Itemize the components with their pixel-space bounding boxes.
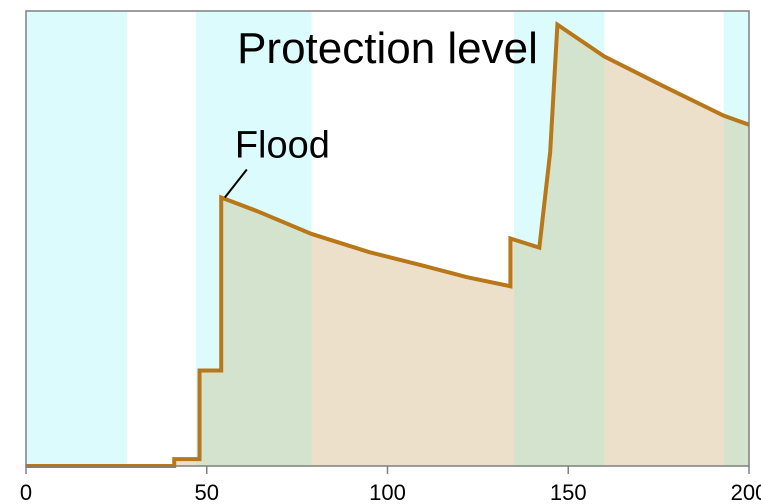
x-tick-label-50: 50	[195, 480, 219, 504]
area-fill-period-3	[514, 24, 605, 466]
area-fill-period-2	[195, 197, 312, 466]
x-tick-label-200: 200	[731, 480, 761, 504]
x-tick-label-0: 0	[20, 480, 32, 504]
annotation-layer: Flood	[224, 125, 330, 199]
area-fill-period-4	[723, 115, 749, 466]
x-tick-label-100: 100	[369, 480, 406, 504]
annotation-flood: Flood	[235, 125, 330, 167]
series-line	[26, 21, 750, 468]
series-line-layer	[26, 21, 750, 468]
area-fill-layer	[26, 24, 749, 467]
shaded-period-1	[26, 11, 128, 466]
tick-layer: 0 50 100 150 200	[20, 466, 761, 504]
chart-title: Protection level	[237, 24, 538, 73]
annotation-leader-line	[224, 168, 248, 199]
x-tick-label-150: 150	[550, 480, 587, 504]
